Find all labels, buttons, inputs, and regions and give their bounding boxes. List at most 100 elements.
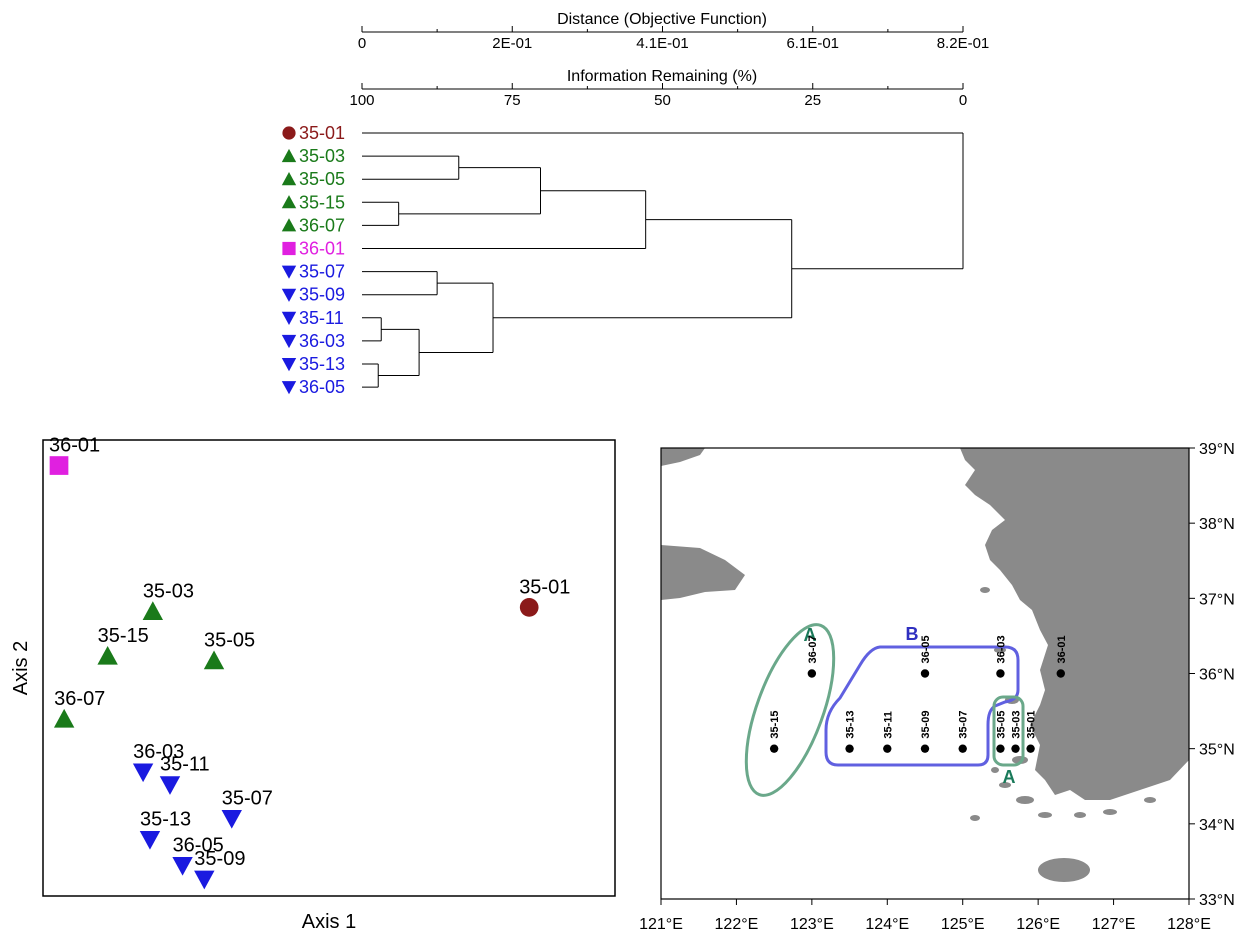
dendrogram-leaf-marker — [281, 218, 297, 232]
dendrogram-leaf-label: 35-11 — [299, 308, 344, 328]
longitude-tick-label: 126°E — [1016, 916, 1060, 933]
info-remaining-axis-ticks: 100 75 50 25 0 — [349, 83, 967, 109]
scatter-point — [172, 856, 193, 876]
station-dot — [958, 744, 967, 753]
scatter-point — [97, 645, 118, 665]
map-land — [661, 448, 1189, 882]
dendrogram-leaf-label: 35-09 — [299, 285, 345, 305]
longitude-tick-label: 128°E — [1167, 916, 1211, 933]
scatter-point-label: 35-09 — [194, 848, 245, 870]
scatter-point — [142, 601, 164, 620]
latitude-tick-label: 33°N — [1199, 892, 1235, 909]
longitude-tick-label: 125°E — [941, 916, 985, 933]
station-dot — [1026, 744, 1035, 753]
scatter-point — [519, 598, 539, 617]
distance-tick-label: 2E-01 — [492, 35, 532, 52]
distance-tick-label: 4.1E-01 — [636, 35, 689, 52]
distance-axis-label: Distance (Objective Function) — [557, 11, 767, 28]
scatter-point — [221, 809, 242, 829]
station-dot — [996, 669, 1005, 678]
latitude-tick-label: 35°N — [1199, 742, 1235, 759]
longitude-tick-label: 122°E — [715, 916, 759, 933]
scatter-point-label: 36-01 — [49, 435, 100, 457]
station-dot — [920, 744, 930, 753]
shandong-peninsula — [661, 545, 745, 600]
info-remaining-tick-label: 0 — [959, 92, 967, 109]
dendrogram-leaf-marker — [281, 195, 297, 209]
station-dot — [920, 669, 930, 678]
info-remaining-tick-label: 25 — [804, 92, 821, 109]
station-label: 35-09 — [920, 711, 932, 739]
station-label: 36-01 — [1056, 635, 1068, 663]
korea-peninsula — [960, 448, 1189, 800]
dendrogram-leaf-label: 36-05 — [299, 377, 345, 397]
dendrogram-leaf-marker — [281, 265, 297, 279]
scatter-point — [203, 650, 225, 670]
distance-tick-label: 8.2E-01 — [937, 35, 990, 52]
dendrogram-leaf-label: 36-07 — [299, 215, 345, 235]
station-label: 35-01 — [1026, 711, 1038, 739]
dendrogram-leaf-marker — [282, 241, 296, 256]
station-label: 36-07 — [807, 635, 819, 663]
scatter-point-label: 35-11 — [160, 754, 210, 776]
dendrogram-leaf-marker — [281, 311, 297, 325]
dendrogram-leaves: 35-01 35-03 35-05 35-15 36-07 36-01 35-07 35-09… — [281, 123, 345, 397]
latitude-tick-label: 39°N — [1199, 441, 1235, 458]
jeju-island — [1038, 858, 1090, 882]
scatter-xlabel: Axis 1 — [302, 911, 356, 933]
station-label: 35-03 — [1011, 711, 1023, 739]
scatter-point-label: 36-07 — [54, 688, 105, 710]
longitude-tick-label: 124°E — [865, 916, 909, 933]
station-dot — [769, 744, 779, 753]
scatter-point-label: 35-05 — [204, 630, 255, 652]
scatter-points: 36-01 35-01 35-03 35-15 35-05 36-07 36-0335-11… — [49, 435, 570, 890]
scatter-point-label: 35-03 — [143, 580, 194, 602]
dendrogram-leaf-label: 36-01 — [299, 239, 345, 259]
station-dot — [845, 744, 854, 753]
dendrogram-leaf-label: 35-05 — [299, 169, 345, 189]
station-dot — [1011, 744, 1020, 753]
info-remaining-tick-label: 50 — [654, 92, 671, 109]
dendrogram-leaf-label: 36-03 — [299, 331, 345, 351]
scatter-point — [49, 456, 69, 475]
distance-tick-label: 0 — [358, 35, 366, 52]
station-label: 35-05 — [995, 711, 1007, 739]
scatter-point — [139, 830, 161, 850]
dendrogram-leaf-label: 35-13 — [299, 354, 345, 374]
group-a-south-outline — [992, 695, 1025, 767]
dendrogram-leaf-label: 35-01 — [299, 123, 345, 143]
station-label: 35-15 — [769, 711, 781, 739]
info-remaining-tick-label: 100 — [349, 92, 374, 109]
distance-tick-label: 6.1E-01 — [786, 35, 839, 52]
dendrogram-leaf-marker — [281, 288, 297, 302]
scatter-point — [53, 708, 75, 728]
group-a-west-outline — [744, 623, 836, 797]
coastal-islands — [970, 587, 1156, 821]
station-dot — [1056, 669, 1065, 678]
station-label: 36-05 — [920, 635, 932, 663]
station-dot — [883, 744, 892, 753]
longitude-tick-label: 121°E — [639, 916, 683, 933]
group-b-label: B — [906, 624, 919, 644]
scatter-point-label: 36-03 — [133, 741, 184, 763]
scatter-point-label: 35-13 — [140, 808, 191, 830]
scatter-point — [132, 763, 154, 783]
station-map: 121°E 122°E 123°E 124°E 125°E 126°E 127°E 128°E… — [639, 441, 1235, 933]
info-remaining-tick-label: 75 — [504, 92, 521, 109]
group-a-west-label: A — [804, 625, 817, 645]
dendrogram-leaf-marker — [281, 172, 297, 186]
distance-axis-ticks: 0 2E-01 4.1E-01 6.1E-01 8.2E-01 — [358, 26, 989, 52]
map-stations: 35-15 35-13 35-11 35-09 35-07 35-05 35-03 35-01… — [769, 635, 1068, 753]
dendrogram-leaf-marker — [281, 148, 297, 163]
dendrogram-links — [362, 132, 964, 388]
latitude-ticks: 33°N 34°N 35°N 36°N 37°N 38°N 39°N — [1189, 441, 1235, 909]
longitude-tick-label: 123°E — [790, 916, 834, 933]
latitude-tick-label: 34°N — [1199, 817, 1235, 834]
dendrogram-leaf-label: 35-15 — [299, 192, 345, 212]
group-a-south-label: A — [1003, 767, 1016, 787]
dendrogram-leaf-marker — [282, 126, 296, 140]
scatter-frame — [42, 439, 616, 897]
longitude-tick-label: 127°E — [1092, 916, 1136, 933]
